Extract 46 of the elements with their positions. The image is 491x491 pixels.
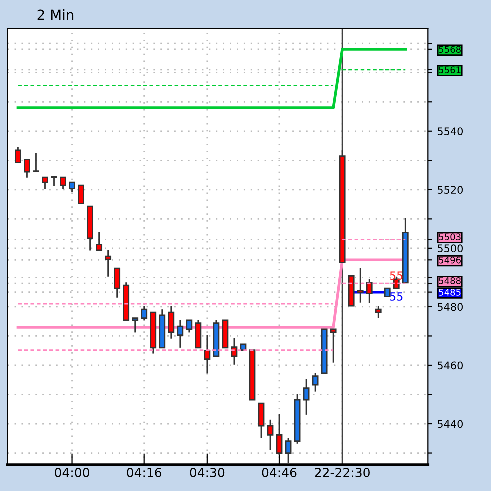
y-tick-label: 5488	[439, 278, 461, 284]
x-tick-label: 04:46	[262, 468, 297, 478]
candlestick	[15, 146, 22, 164]
y-tick-label: 5496	[439, 256, 461, 264]
candlestick	[366, 278, 373, 304]
candlestick	[168, 305, 175, 340]
candlestick	[96, 232, 103, 252]
y-tick-label: 5500	[438, 244, 463, 253]
candlestick	[267, 419, 274, 451]
y-tick-label: 5440	[438, 420, 463, 428]
y-tick-label: 5485	[439, 289, 461, 296]
y-tick-label: 5568	[439, 46, 461, 54]
candlestick	[141, 306, 148, 322]
candlestick	[105, 249, 112, 278]
x-tick-label: 04:16	[127, 468, 162, 478]
x-tick-label: 04:30	[190, 468, 225, 478]
candlestick	[375, 305, 382, 320]
candlestick	[357, 267, 364, 304]
y-tick-label: 5460	[438, 362, 463, 370]
candlestick	[312, 372, 319, 393]
y-tick-label: 5480	[438, 303, 463, 312]
candlestick	[42, 176, 48, 190]
x-tick-label: 22-22:30	[315, 468, 370, 478]
candlestick	[69, 182, 76, 193]
x-tick-label: 04:00	[55, 468, 90, 478]
candlestick	[177, 320, 184, 349]
candlestick	[204, 334, 211, 374]
candlestick	[114, 268, 121, 299]
candlestick	[33, 152, 40, 173]
candlestick	[186, 320, 193, 334]
candlestick	[78, 184, 84, 204]
candlestick	[303, 378, 310, 416]
y-tick-label: 5540	[438, 128, 463, 136]
y-tick-label: 5520	[438, 186, 463, 194]
y-tick-label: 5503	[439, 234, 461, 240]
annotation: 55	[390, 292, 403, 301]
candlestick	[51, 176, 58, 187]
candlestick	[24, 159, 30, 179]
y-tick-label: 5561	[439, 66, 461, 74]
candlestick	[132, 318, 139, 334]
chart-title: 2 Min	[38, 9, 74, 20]
candlestick	[285, 438, 292, 464]
candlestick	[258, 402, 265, 440]
candlestick	[60, 176, 66, 190]
candlestick	[231, 338, 238, 366]
candlestick	[330, 328, 337, 364]
